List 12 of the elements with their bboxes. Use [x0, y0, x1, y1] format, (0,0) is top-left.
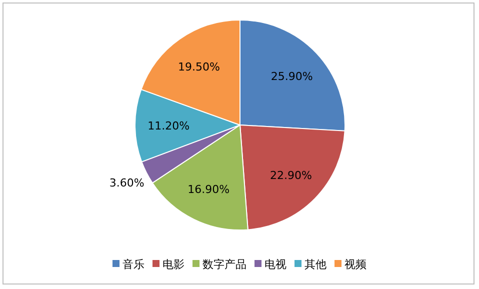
- legend-label: 视频: [344, 258, 366, 271]
- legend-label: 电影: [162, 258, 184, 271]
- data-label: 3.60%: [109, 176, 144, 190]
- data-label: 16.90%: [188, 183, 230, 196]
- legend-label: 数字产品: [202, 258, 246, 271]
- legend-label: 电视: [264, 258, 286, 271]
- legend-label: 其他: [304, 258, 326, 271]
- data-label: 19.50%: [178, 60, 220, 74]
- data-label: 25.90%: [270, 70, 313, 83]
- data-label: 22.90%: [270, 169, 312, 182]
- legend-label: 音乐: [122, 258, 144, 271]
- data-label: 11.20%: [148, 119, 190, 132]
